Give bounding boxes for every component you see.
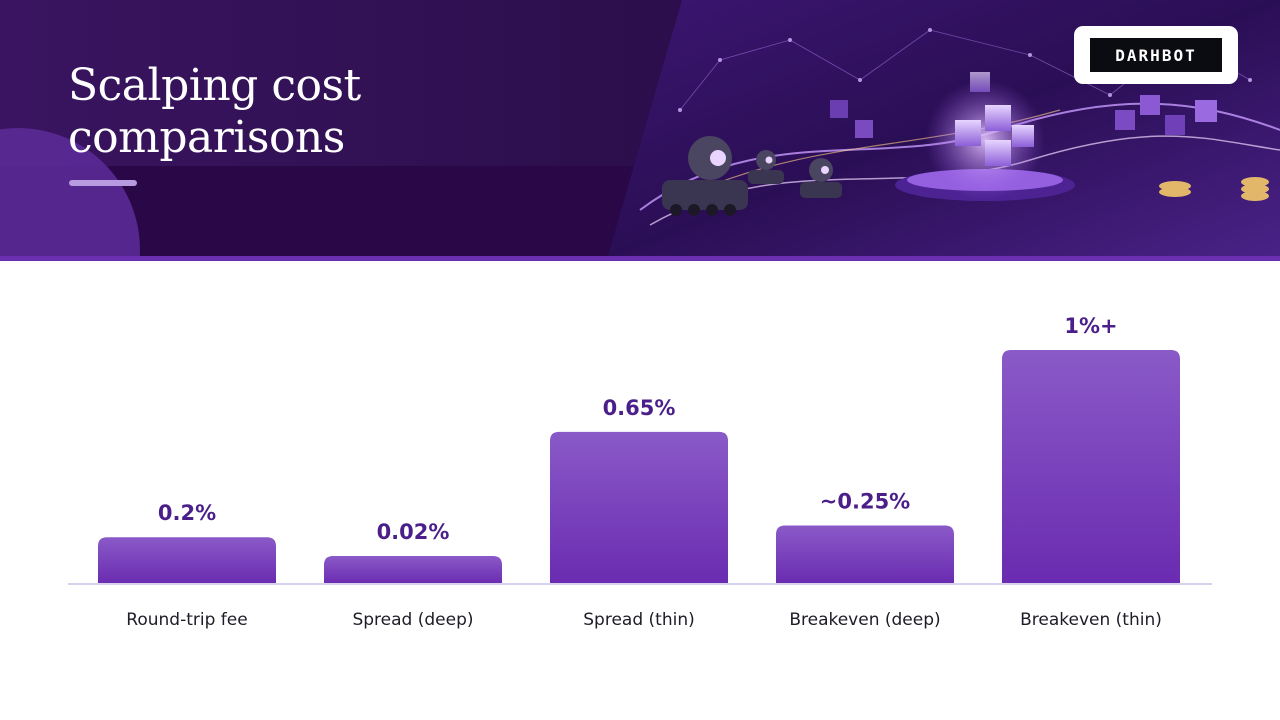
header-accent-line [0,256,1280,261]
brand-logo: DARHBOT [1074,26,1238,84]
bar-0 [98,537,276,584]
category-label-1: Spread (deep) [352,610,473,630]
bar-2 [550,431,728,584]
chart-category-labels: Round-trip fee Spread (deep) Spread (thin)… [126,610,1162,630]
title-underline [69,180,137,186]
bar-3 [776,525,954,584]
category-label-2: Spread (thin) [583,610,694,630]
category-label-3: Breakeven (deep) [789,610,940,630]
chart-bars [98,350,1180,584]
page-title: Scalping cost comparisons [68,60,538,164]
brand-logo-plate: DARHBOT [1090,38,1222,72]
data-label-2: 0.65% [603,396,676,420]
bar-chart: 0.2% 0.02% 0.65% ~0.25% 1%+ Round-trip fee Sp… [68,314,1212,630]
bar-1 [324,556,502,584]
brand-logo-text: DARHBOT [1115,45,1197,65]
bar-4 [1002,350,1180,584]
page-title-line-1: Scalping cost [68,60,361,111]
header-banner: Scalping cost comparisons DARHBOT [0,0,1280,256]
data-label-4: 1%+ [1064,314,1117,338]
category-label-4: Breakeven (thin) [1020,610,1162,630]
page-title-line-2: comparisons [68,112,345,163]
category-label-0: Round-trip fee [126,610,247,630]
data-label-0: 0.2% [158,501,216,525]
data-label-1: 0.02% [377,520,450,544]
data-label-3: ~0.25% [820,490,910,514]
chart-data-labels: 0.2% 0.02% 0.65% ~0.25% 1%+ [158,314,1118,544]
